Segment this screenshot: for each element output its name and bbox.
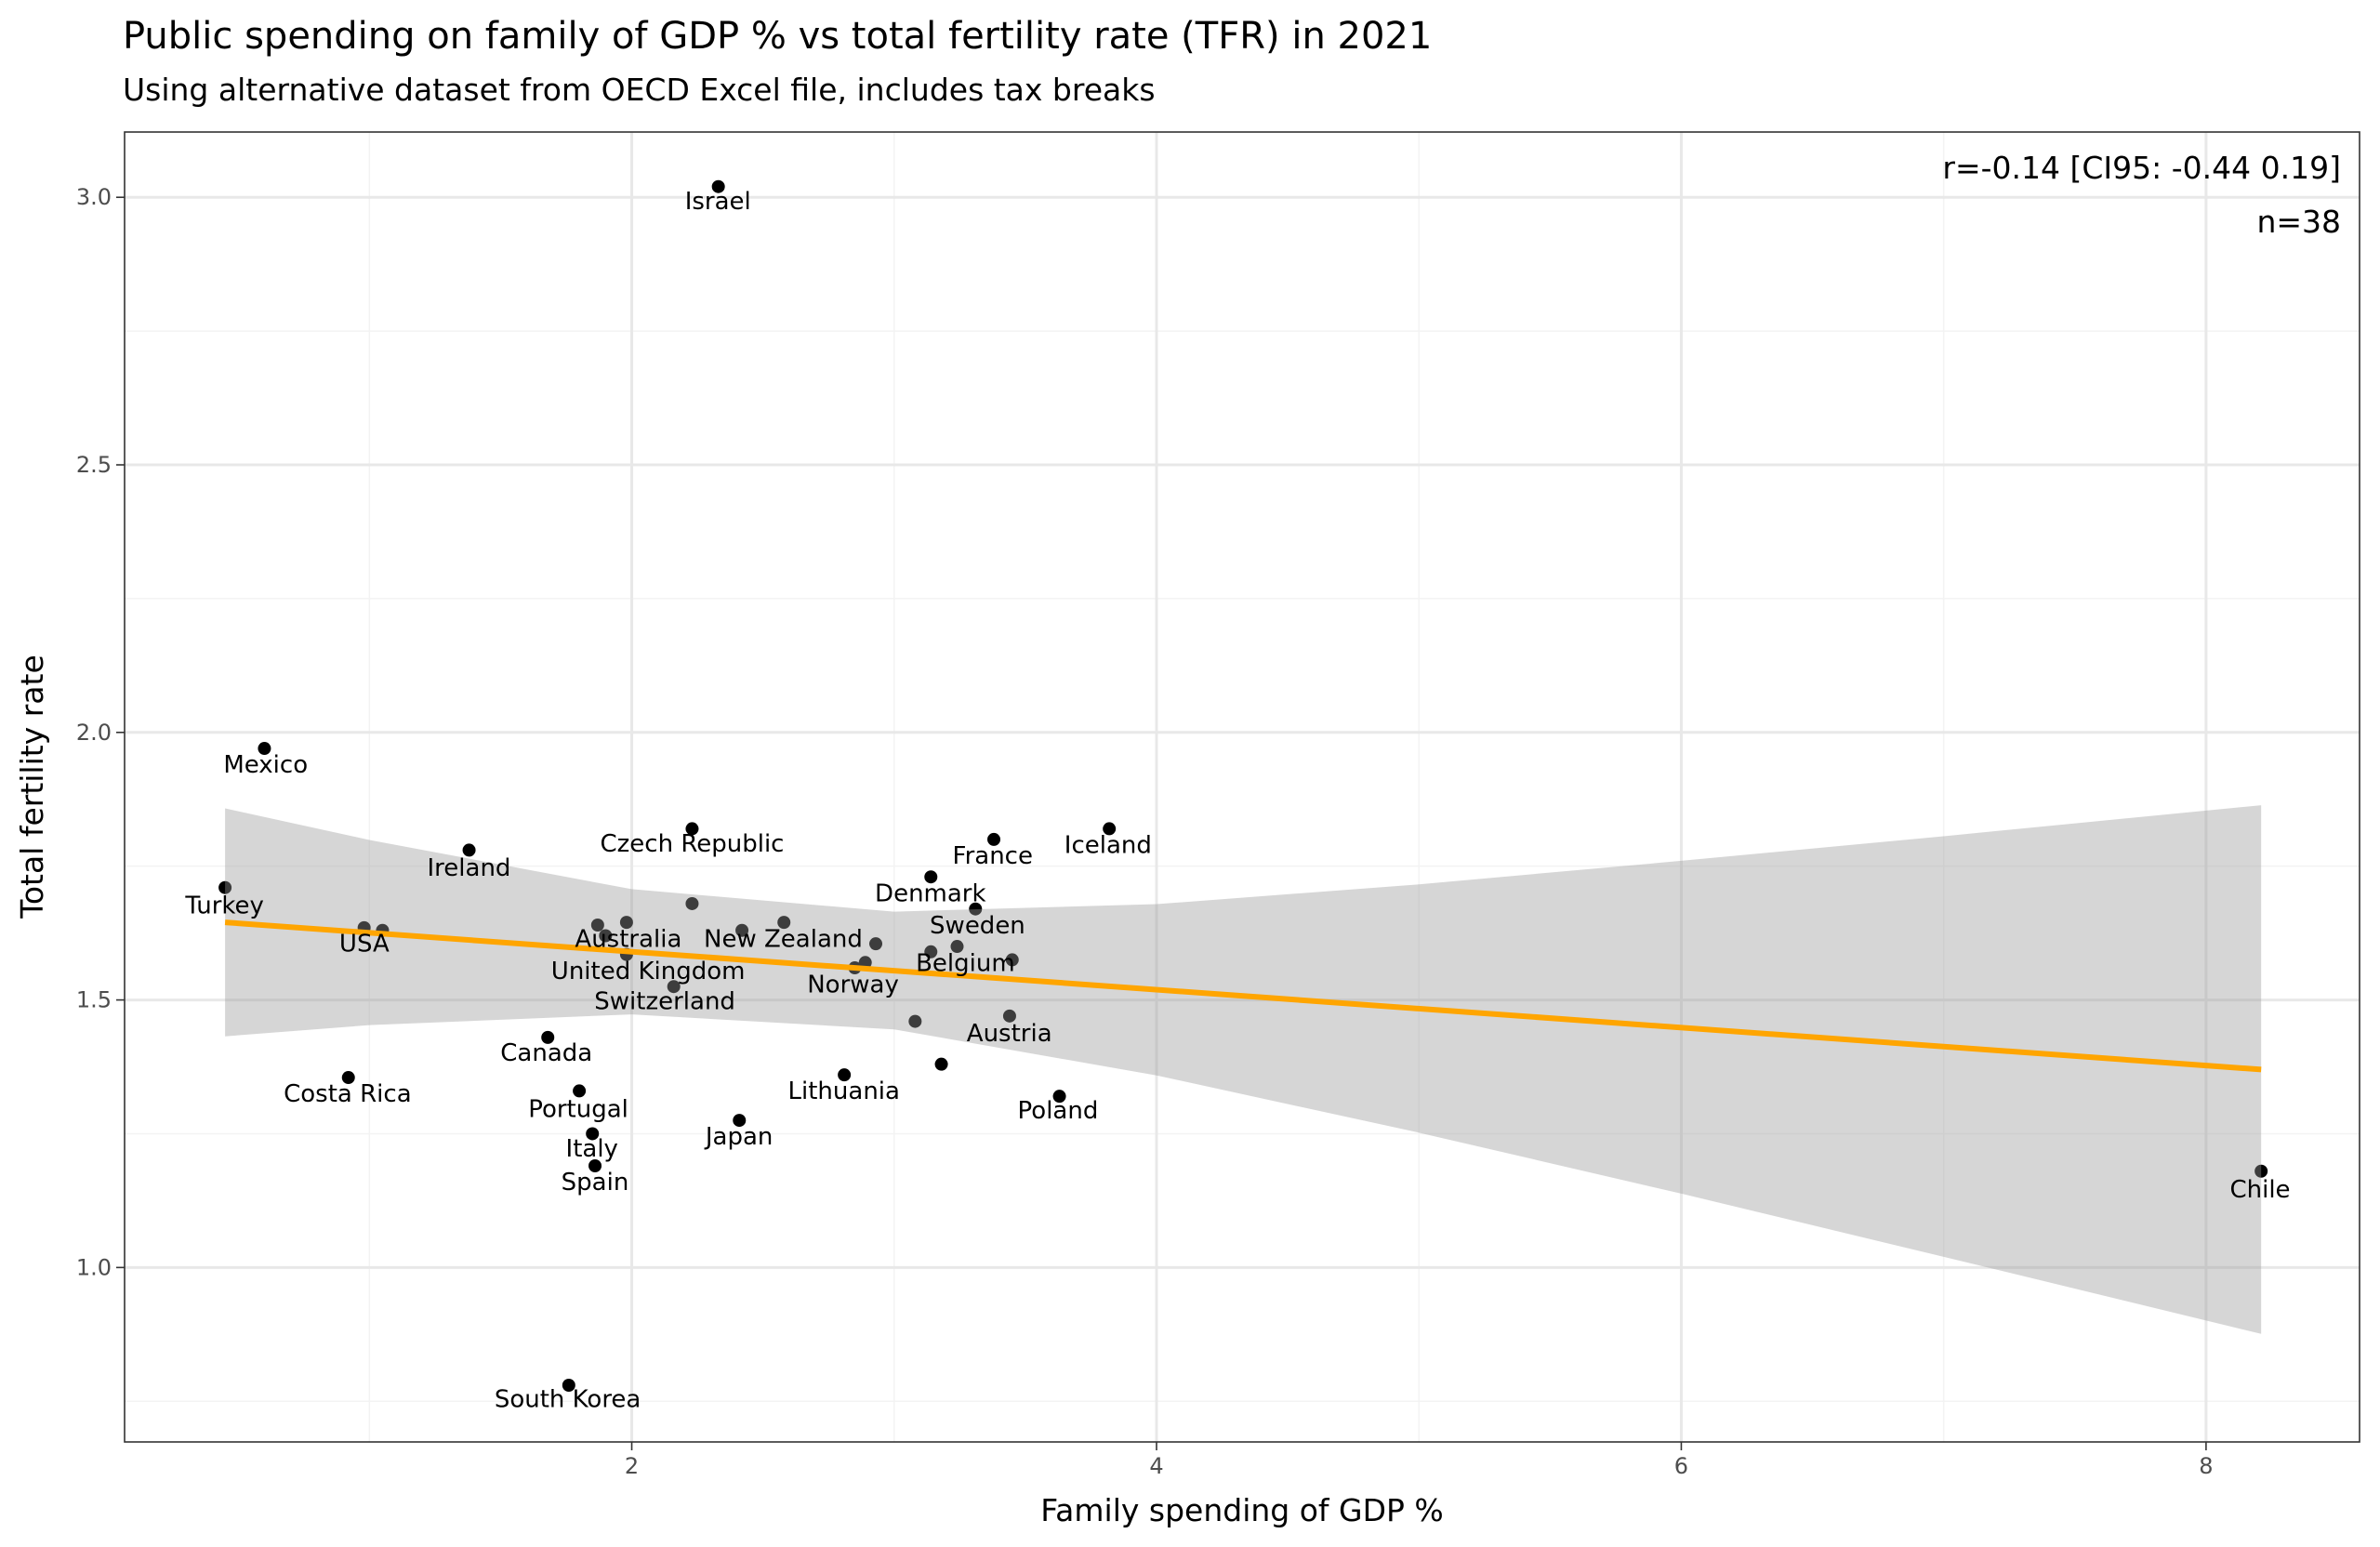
- data-point: [685, 896, 699, 910]
- data-point: [2254, 1164, 2268, 1178]
- point-label: Iceland: [1064, 831, 1152, 859]
- point-label: New Zealand: [704, 926, 863, 954]
- y-tick-label: 3.0: [76, 184, 112, 210]
- data-point: [1005, 953, 1019, 967]
- x-tick-label: 6: [1674, 1453, 1688, 1479]
- confidence-band: [225, 805, 2262, 1334]
- point-label: USA: [339, 931, 390, 959]
- data-point: [969, 902, 983, 916]
- data-point: [711, 179, 725, 193]
- point-label: Belgium: [916, 950, 1015, 978]
- data-point: [541, 1030, 555, 1044]
- point-label: Portugal: [528, 1095, 628, 1123]
- data-point: [733, 1114, 747, 1128]
- point-label: Austria: [967, 1020, 1052, 1048]
- data-point: [924, 945, 938, 959]
- panel-border: [124, 131, 2360, 1443]
- point-label: Lithuania: [788, 1078, 900, 1105]
- point-labels: Israel Mexico Turkey USA Ireland Czech Republ…: [184, 188, 2290, 1413]
- point-label: United Kingdom: [551, 958, 746, 985]
- data-point: [934, 1057, 948, 1071]
- data-point: [341, 1071, 355, 1085]
- data-point: [588, 1159, 602, 1173]
- point-label: Spain: [562, 1169, 629, 1197]
- data-point: [562, 1378, 575, 1392]
- data-point: [599, 929, 613, 943]
- data-point: [462, 843, 476, 857]
- data-point: [869, 937, 883, 951]
- point-label: France: [953, 842, 1033, 870]
- point-label: Sweden: [930, 912, 1025, 940]
- chart-title: Public spending on family of GDP % vs to…: [123, 15, 1432, 58]
- point-label: Poland: [1018, 1097, 1099, 1125]
- point-label: Mexico: [223, 751, 308, 779]
- regression-line: [224, 919, 2262, 1073]
- data-point: [685, 822, 699, 836]
- data-point: [1103, 822, 1117, 836]
- data-point: [667, 980, 681, 994]
- x-axis-title: Family spending of GDP %: [1040, 1492, 1444, 1528]
- data-point: [987, 832, 1001, 846]
- data-point: [258, 742, 271, 756]
- correlation-annotation: r=-0.14 [CI95: -0.44 0.19]: [1942, 150, 2341, 186]
- x-tick-label: 4: [1149, 1453, 1163, 1479]
- point-label: Switzerland: [594, 988, 735, 1016]
- data-point: [218, 880, 232, 894]
- y-axis-title: Total fertility rate: [14, 654, 50, 919]
- y-tick-label: 2.0: [76, 720, 112, 746]
- chart-subtitle: Using alternative dataset from OECD Exce…: [123, 72, 1156, 108]
- point-label: South Korea: [495, 1385, 641, 1413]
- data-point: [1052, 1090, 1066, 1104]
- data-point: [573, 1084, 587, 1098]
- data-point: [950, 940, 964, 954]
- data-point: [1002, 1009, 1016, 1023]
- point-label: Czech Republic: [601, 830, 785, 858]
- point-label: Japan: [704, 1123, 774, 1151]
- data-point: [777, 916, 791, 930]
- data-point: [586, 1127, 600, 1141]
- point-label: Canada: [500, 1039, 592, 1067]
- point-label: Israel: [685, 188, 751, 216]
- data-point: [838, 1068, 852, 1082]
- point-label: Australia: [575, 926, 681, 954]
- point-label: Norway: [807, 972, 899, 999]
- point-label: Ireland: [428, 854, 511, 882]
- data-point: [924, 870, 938, 884]
- point-label: Italy: [566, 1135, 618, 1163]
- data-point: [735, 923, 749, 937]
- gridlines: [125, 132, 2360, 1442]
- n-annotation: n=38: [2256, 204, 2341, 240]
- y-tick-label: 1.5: [76, 987, 112, 1013]
- data-point: [619, 916, 633, 930]
- point-label: Chile: [2229, 1176, 2290, 1204]
- y-tick-label: 2.5: [76, 452, 112, 478]
- data-point: [590, 918, 604, 932]
- axis-ticks: 2 4 6 8 1.0 1.5 2.0 2.5 3.0: [76, 184, 2214, 1479]
- data-point: [908, 1014, 922, 1028]
- y-tick-label: 1.0: [76, 1254, 112, 1280]
- point-label: Turkey: [184, 892, 264, 920]
- x-tick-label: 2: [625, 1453, 639, 1479]
- point-label: Costa Rica: [284, 1080, 412, 1108]
- x-tick-label: 8: [2199, 1453, 2213, 1479]
- point-label: Denmark: [875, 880, 986, 908]
